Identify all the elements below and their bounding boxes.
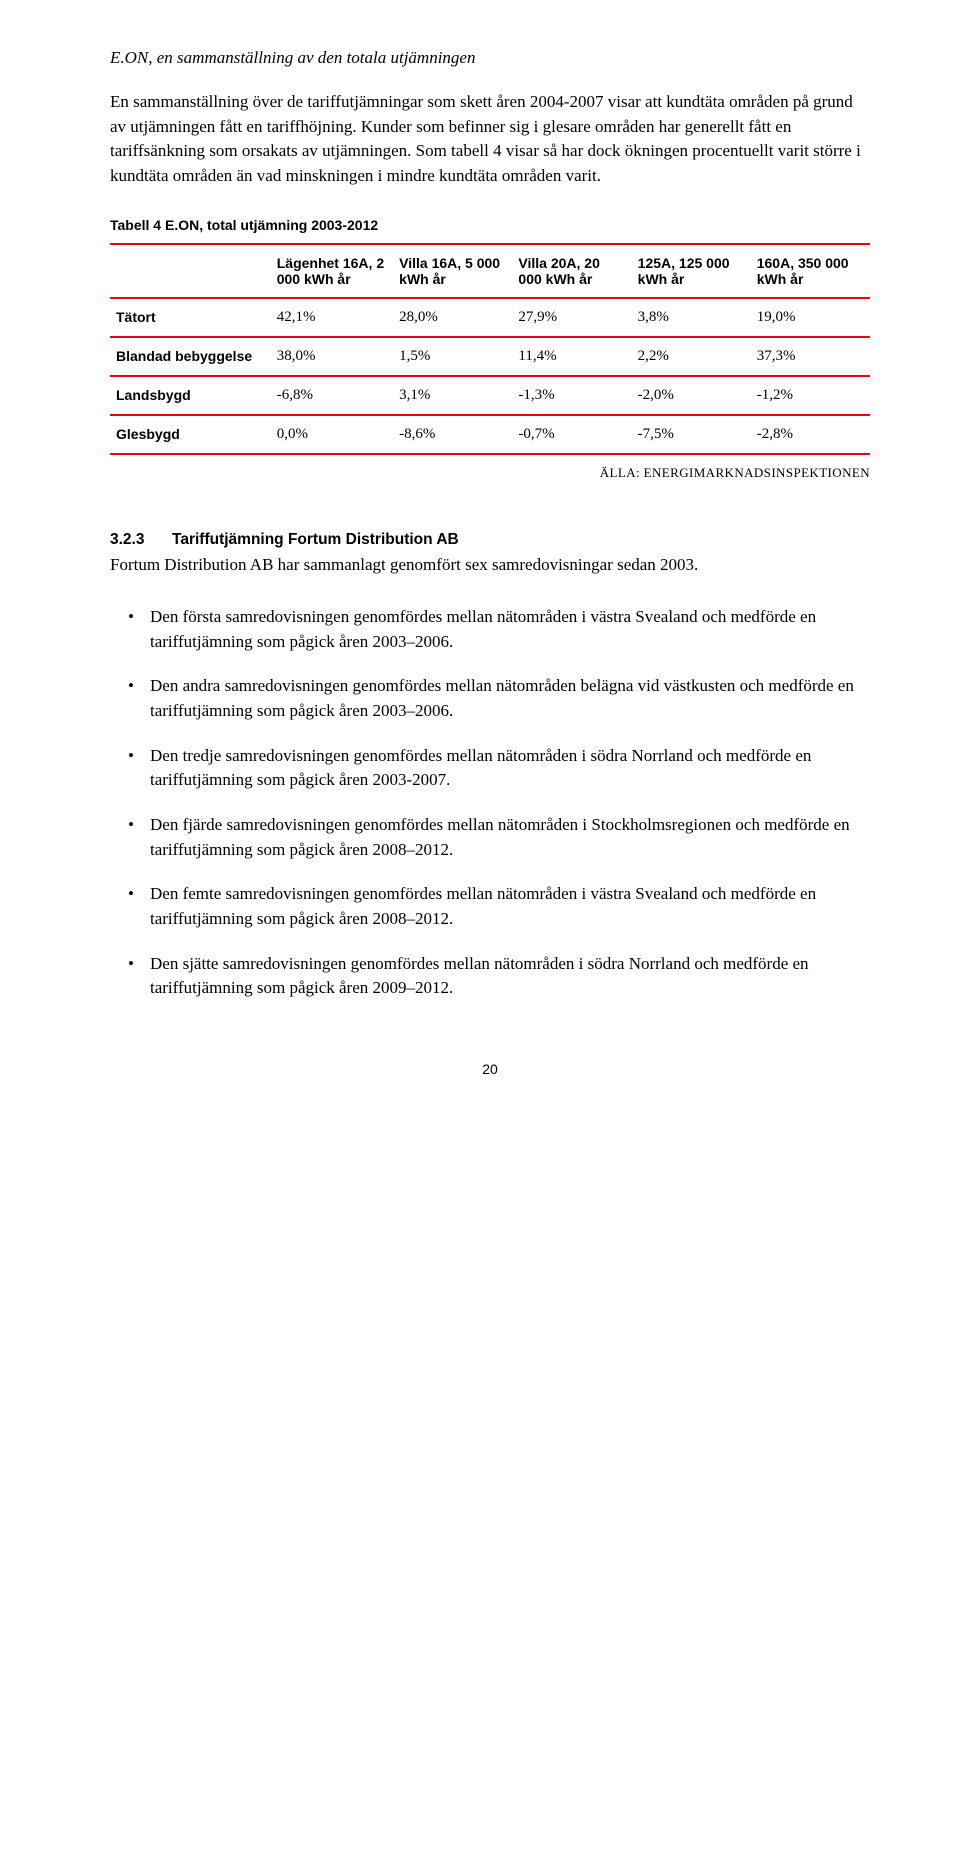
- table-row: Blandad bebyggelse 38,0% 1,5% 11,4% 2,2%…: [110, 337, 870, 376]
- cell: -6,8%: [271, 376, 393, 415]
- source-text: ÄLLA: ENERGIMARKNADSINSPEKTIONEN: [110, 465, 870, 481]
- cell: -1,2%: [751, 376, 870, 415]
- row-label: Blandad bebyggelse: [110, 337, 271, 376]
- cell: -2,0%: [632, 376, 751, 415]
- row-label: Glesbygd: [110, 415, 271, 454]
- cell: -0,7%: [512, 415, 631, 454]
- cell: 3,8%: [632, 298, 751, 337]
- table-row: Tätort 42,1% 28,0% 27,9% 3,8% 19,0%: [110, 298, 870, 337]
- cell: -8,6%: [393, 415, 512, 454]
- cell: 2,2%: [632, 337, 751, 376]
- paragraph-1: En sammanställning över de tariffutjämni…: [110, 90, 870, 189]
- table-row: Landsbygd -6,8% 3,1% -1,3% -2,0% -1,2%: [110, 376, 870, 415]
- list-item: Den första samredovisningen genomfördes …: [110, 605, 870, 654]
- col-header: [110, 244, 271, 298]
- table-caption: Tabell 4 E.ON, total utjämning 2003-2012: [110, 217, 870, 233]
- cell: 19,0%: [751, 298, 870, 337]
- row-label: Landsbygd: [110, 376, 271, 415]
- subheading: 3.2.3Tariffutjämning Fortum Distribution…: [110, 531, 870, 549]
- cell: 37,3%: [751, 337, 870, 376]
- cell: 11,4%: [512, 337, 631, 376]
- data-table: Lägenhet 16A, 2 000 kWh år Villa 16A, 5 …: [110, 243, 870, 455]
- cell: -7,5%: [632, 415, 751, 454]
- subheading-number: 3.2.3: [110, 531, 172, 549]
- italic-heading: E.ON, en sammanställning av den totala u…: [110, 48, 870, 68]
- cell: -1,3%: [512, 376, 631, 415]
- subheading-title: Tariffutjämning Fortum Distribution AB: [172, 531, 459, 548]
- list-item: Den sjätte samredovisningen genomfördes …: [110, 952, 870, 1001]
- cell: 1,5%: [393, 337, 512, 376]
- cell: 0,0%: [271, 415, 393, 454]
- col-header: 125A, 125 000 kWh år: [632, 244, 751, 298]
- cell: 27,9%: [512, 298, 631, 337]
- cell: 28,0%: [393, 298, 512, 337]
- cell: 42,1%: [271, 298, 393, 337]
- row-label: Tätort: [110, 298, 271, 337]
- col-header: Villa 20A, 20 000 kWh år: [512, 244, 631, 298]
- table-row: Glesbygd 0,0% -8,6% -0,7% -7,5% -2,8%: [110, 415, 870, 454]
- col-header: 160A, 350 000 kWh år: [751, 244, 870, 298]
- list-item: Den femte samredovisningen genomfördes m…: [110, 882, 870, 931]
- paragraph-2: Fortum Distribution AB har sammanlagt ge…: [110, 553, 870, 578]
- col-header: Villa 16A, 5 000 kWh år: [393, 244, 512, 298]
- list-item: Den tredje samredovisningen genomfördes …: [110, 744, 870, 793]
- col-header: Lägenhet 16A, 2 000 kWh år: [271, 244, 393, 298]
- list-item: Den fjärde samredovisningen genomfördes …: [110, 813, 870, 862]
- bullet-list: Den första samredovisningen genomfördes …: [110, 605, 870, 1001]
- cell: 3,1%: [393, 376, 512, 415]
- cell: -2,8%: [751, 415, 870, 454]
- page-number: 20: [110, 1061, 870, 1077]
- cell: 38,0%: [271, 337, 393, 376]
- table-header-row: Lägenhet 16A, 2 000 kWh år Villa 16A, 5 …: [110, 244, 870, 298]
- list-item: Den andra samredovisningen genomfördes m…: [110, 674, 870, 723]
